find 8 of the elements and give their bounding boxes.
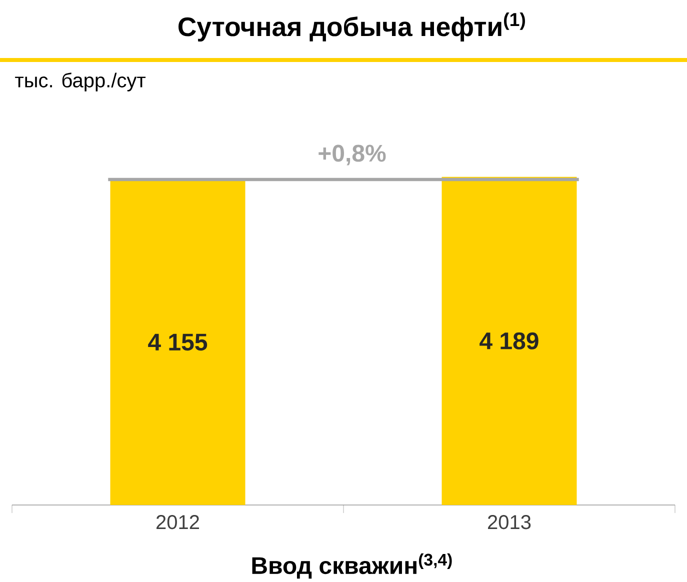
text: Ввод скважин$^{(3,4)}$ <box>252 553 452 579</box>
chart-title: Суточная добыча нефти$^{(1)}$ <box>178 12 525 42</box>
data-label: 4 155 <box>148 334 208 351</box>
data-label: 4 189 <box>480 332 538 350</box>
x-tick-label: 2012 <box>156 515 199 530</box>
x-tick-label: 2013 <box>488 515 531 530</box>
y-axis-title: тыс. барр./сут <box>15 72 146 92</box>
text: +0,8% <box>318 144 386 166</box>
